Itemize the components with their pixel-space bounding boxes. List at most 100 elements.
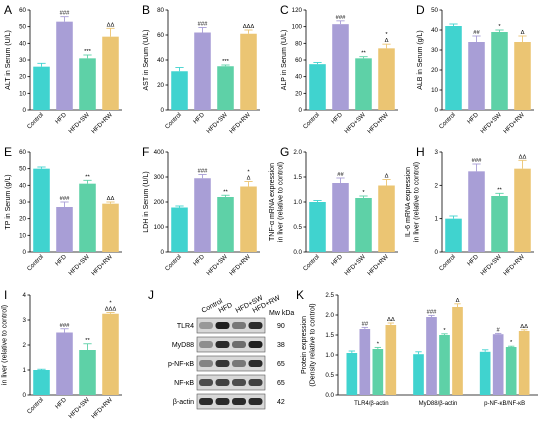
- significance-label: Δ: [456, 298, 460, 304]
- bar-hfd-sw-tlr4-actin: [372, 349, 384, 395]
- bar-control-p-nf-b-nf-b: [479, 351, 491, 395]
- y-tick-label: 50: [19, 24, 26, 31]
- blot-row-label-nf-b: NF-κB: [174, 380, 194, 387]
- significance-label: ##: [337, 172, 344, 178]
- x-tick-label: HFD: [54, 253, 68, 267]
- y-tick-label: 20: [295, 90, 302, 97]
- y-tick-label: 4: [23, 292, 27, 299]
- y-tick-label: 10: [431, 87, 438, 94]
- y-tick-label: 30: [19, 57, 26, 64]
- y-tick-label: 1.5: [325, 332, 334, 339]
- x-tick-label: HFD+RW: [228, 253, 252, 277]
- y-tick-label: 20: [431, 67, 438, 74]
- y-tick-label: 40: [19, 182, 26, 189]
- significance-label: *: [377, 341, 380, 347]
- y-tick-label: 100: [154, 224, 165, 231]
- y-tick-label: 0: [435, 107, 439, 114]
- blot-band: [248, 322, 263, 329]
- x-tick-label: HFD+SW: [67, 396, 91, 420]
- y-tick-label: 2.5: [325, 292, 334, 299]
- x-tick-label: HFD: [330, 253, 344, 267]
- panel-b: B 0 20 40 60 80 AST in Serum (U/L) Control ### HF…: [142, 3, 260, 135]
- panel-letter: I: [4, 288, 7, 302]
- x-tick-label: HFD+SW: [205, 111, 229, 135]
- x-tick-label: HFD+SW: [67, 111, 91, 135]
- blot-band: [248, 379, 263, 386]
- panel-e: E 0 10 20 30 40 50 60 TP in Serum (g/L) Control ##…: [4, 145, 122, 277]
- x-tick-label: MyD88/β-actin: [419, 401, 458, 407]
- y-tick-label: 50: [431, 7, 438, 14]
- significance-label: Δ: [385, 174, 389, 180]
- significance-label: *: [498, 24, 501, 30]
- x-tick-label: Control: [438, 111, 457, 130]
- y-tick-label: 40: [157, 57, 164, 64]
- y-tick-label: 0: [23, 107, 27, 114]
- x-tick-label: HFD: [192, 253, 206, 267]
- y-tick-label: 3: [23, 317, 27, 324]
- panel-letter: G: [280, 145, 289, 159]
- y-tick-label: 10: [19, 90, 26, 97]
- bar-hfd-rw: [102, 203, 119, 252]
- bar-hfd-sw: [491, 32, 508, 110]
- bar-hfd-rw: [514, 168, 531, 252]
- y-tick-label: 20: [19, 74, 26, 81]
- bar-hfd-sw: [355, 198, 372, 252]
- bar-hfd-sw: [491, 196, 508, 252]
- significance-label: ###: [472, 158, 482, 164]
- x-tick-label: HFD: [330, 111, 344, 125]
- x-tick-label: HFD+SW: [67, 253, 91, 277]
- significance-label: ΔΔ: [107, 196, 115, 202]
- y-tick-label: 80: [295, 40, 302, 47]
- bar-hfd-rw: [378, 185, 395, 252]
- bar-hfd-rw: [378, 48, 395, 110]
- x-tick-label: Control: [164, 253, 183, 272]
- x-tick-label: HFD+RW: [502, 253, 526, 277]
- blot-band: [215, 322, 230, 329]
- bar-control: [171, 207, 188, 252]
- x-tick-label: HFD+RW: [90, 111, 114, 135]
- blot-band: [215, 379, 230, 386]
- y-tick-label: 200: [154, 199, 165, 206]
- x-tick-label: HFD+SW: [343, 253, 367, 277]
- bar-control: [445, 218, 462, 252]
- bar-hfd-rw: [514, 42, 531, 110]
- bar-hfd-sw-p-nf-b-nf-b: [505, 347, 517, 395]
- blot-band: [232, 322, 246, 329]
- panel-letter: C: [280, 3, 289, 17]
- y-tick-label: 300: [154, 174, 165, 181]
- y-tick-label: 0: [161, 107, 165, 114]
- y-tick-label: 0.0: [325, 392, 334, 399]
- significance-label: ###: [336, 15, 346, 21]
- x-tick-label: Control: [302, 111, 321, 130]
- blot-strip-actin: [196, 393, 266, 410]
- blot-band: [215, 360, 230, 367]
- significance-label: **: [85, 338, 90, 344]
- bar-hfd-rw-tlr4-actin: [385, 325, 397, 395]
- y-tick-label: 0.0: [293, 249, 302, 256]
- y-tick-label: 60: [157, 32, 164, 39]
- bar-hfd-myd88-actin: [426, 317, 437, 395]
- y-tick-label: 60: [19, 149, 26, 156]
- y-tick-label: 2.0: [293, 149, 302, 156]
- panel-letter: E: [4, 145, 12, 159]
- panel-k: K 0.0 0.5 1.0 1.5 2.0 2.5 Protein expression (De…: [296, 288, 538, 407]
- x-tick-label: HFD+RW: [90, 253, 114, 277]
- y-axis-label: AST in Serum (U/L): [143, 30, 150, 91]
- panel-letter: K: [296, 288, 304, 302]
- bar-hfd-tlr4-actin: [359, 329, 371, 395]
- blot-strip-p-nf-b: [196, 355, 266, 372]
- significance-label: **: [85, 174, 90, 180]
- blot-strip-tlr4: [196, 317, 266, 334]
- y-tick-label: 2: [435, 182, 439, 189]
- blot-kda-label: 65: [277, 380, 285, 387]
- blot-band: [199, 341, 213, 348]
- significance-label: **: [223, 189, 228, 195]
- x-tick-label: Control: [302, 253, 321, 272]
- x-tick-label: TLR4/β-actin: [354, 401, 388, 407]
- significance-label: ##: [362, 321, 369, 327]
- bar-hfd-sw: [217, 66, 234, 110]
- y-tick-label: 1.5: [293, 174, 302, 181]
- mw-header: Mw kDa: [269, 310, 294, 317]
- panel-c: C 0 20 40 60 80 100 120 ALP in Serum (U/L) Contro…: [280, 3, 398, 135]
- significance-label: *: [362, 190, 365, 196]
